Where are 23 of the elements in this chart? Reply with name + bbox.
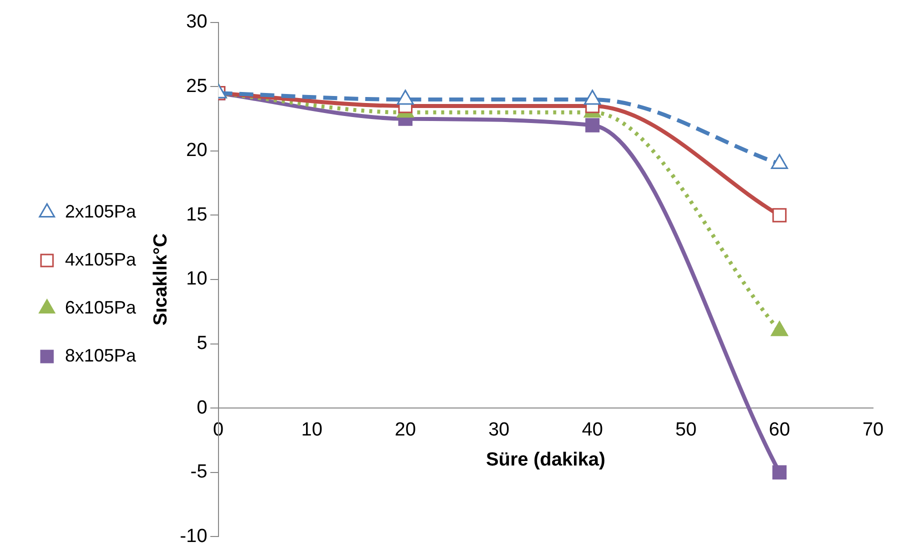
x-tick-label: 40 — [582, 420, 603, 441]
x-tick-label: 60 — [768, 420, 790, 441]
y-tick-label: 25 — [186, 76, 208, 97]
x-tick-label: 10 — [301, 420, 322, 441]
y-tick-label: 20 — [186, 140, 208, 162]
x-tick-label: 70 — [862, 420, 884, 441]
x-tick-label: 20 — [394, 420, 416, 441]
y-tick-label: 10 — [186, 268, 208, 290]
x-axis-title: Süre (dakika) — [486, 449, 606, 470]
legend-label: 2x105Pa — [65, 201, 138, 222]
x-tick-label: 30 — [488, 420, 510, 441]
legend-label: 8x105Pa — [65, 345, 138, 366]
x-tick-label: 50 — [675, 420, 697, 441]
y-axis-title: Sıcaklık°C — [150, 233, 172, 326]
y-tick-label: 30 — [186, 12, 208, 33]
y-tick-label: 15 — [186, 204, 208, 226]
x-tick-label: 0 — [213, 420, 224, 441]
legend-label: 4x105Pa — [65, 249, 138, 270]
y-tick-label: -5 — [190, 462, 208, 483]
y-tick-label: 0 — [196, 397, 208, 418]
y-tick-label: 5 — [196, 333, 208, 354]
y-tick-label: -10 — [180, 526, 208, 547]
legend-label: 6x105Pa — [65, 297, 138, 318]
